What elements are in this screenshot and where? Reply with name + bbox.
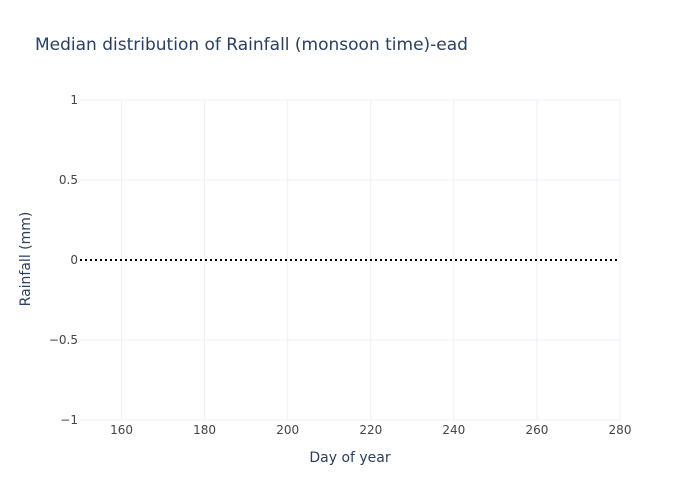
x-axis-label: Day of year bbox=[309, 450, 391, 466]
y-tick-label: 0.5 bbox=[59, 173, 78, 187]
tick-labels: 160 180 200 220 240 260 280 1 0.5 0 −0.5 −1 bbox=[49, 93, 632, 437]
y-tick-label: −0.5 bbox=[49, 333, 78, 347]
x-tick-label: 180 bbox=[193, 423, 216, 437]
y-tick-label: 0 bbox=[70, 253, 78, 267]
chart-title: Median distribution of Rainfall (monsoon… bbox=[35, 35, 468, 55]
x-tick-label: 200 bbox=[276, 423, 299, 437]
x-tick-label: 240 bbox=[442, 423, 465, 437]
y-axis-label: Rainfall (mm) bbox=[18, 212, 34, 307]
y-tick-label: −1 bbox=[60, 413, 78, 427]
x-tick-label: 220 bbox=[359, 423, 382, 437]
x-tick-label: 260 bbox=[525, 423, 548, 437]
x-tick-label: 160 bbox=[110, 423, 133, 437]
y-tick-label: 1 bbox=[70, 93, 78, 107]
x-tick-label: 280 bbox=[609, 423, 632, 437]
